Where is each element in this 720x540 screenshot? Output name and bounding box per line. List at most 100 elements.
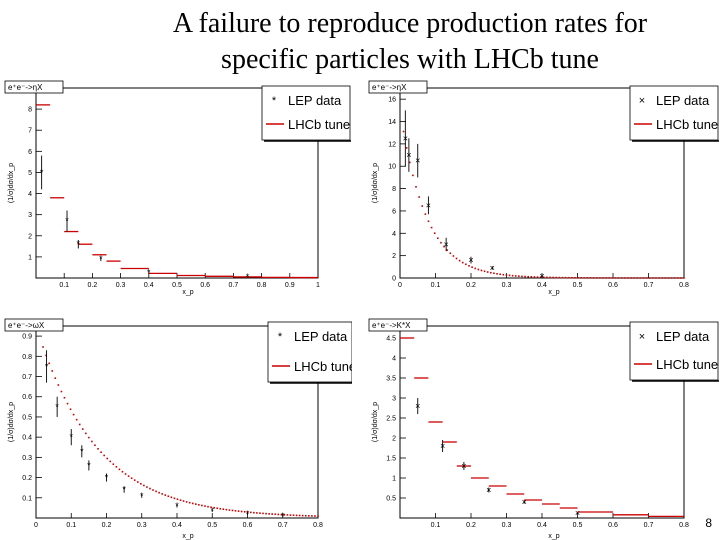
- y-tick-label: 2: [392, 253, 396, 260]
- y-tick-label: 0.9: [22, 334, 32, 341]
- legend-lep-label: LEP data: [656, 329, 710, 344]
- channel-tag-box: [368, 80, 428, 94]
- x-tick-label: 0.6: [608, 282, 618, 289]
- y-tick-label: 3: [392, 396, 396, 403]
- tune-point: [237, 510, 240, 512]
- tune-point: [605, 277, 607, 279]
- tune-point: [158, 491, 160, 494]
- lep-data-point: *: [281, 511, 285, 521]
- tune-point: [483, 270, 486, 273]
- x-tick-label: 0.2: [102, 522, 112, 529]
- tune-point: [518, 275, 520, 277]
- tune-point: [140, 482, 142, 485]
- lep-data-point: *: [77, 239, 81, 249]
- tune-point: [552, 276, 554, 279]
- tune-point: [106, 457, 109, 460]
- tune-point: [271, 513, 273, 515]
- x-tick-label: 0.5: [207, 522, 217, 529]
- tune-point: [149, 487, 151, 490]
- x-tick-label: 0.1: [431, 282, 441, 289]
- tune-point: [283, 513, 286, 516]
- tune-point: [424, 213, 427, 215]
- tune-point: [57, 384, 60, 386]
- tune-point: [527, 275, 529, 278]
- y-tick-label: 3.5: [386, 376, 396, 383]
- x-tick-label: 0.4: [144, 282, 154, 289]
- tune-point: [505, 274, 508, 276]
- y-tick-label: 0.5: [22, 414, 32, 421]
- y-tick-label: 5: [28, 170, 32, 177]
- legend-tune-label: LHCb tune: [294, 359, 352, 374]
- tune-point: [530, 276, 533, 278]
- y-axis-label: (1/σ)dσ/dx_p: [8, 402, 15, 442]
- y-tick-label: 0.5: [386, 496, 396, 503]
- tune-point: [440, 241, 442, 244]
- legend-box: [267, 321, 352, 383]
- tune-point: [639, 277, 642, 279]
- tune-point: [234, 509, 237, 512]
- tune-point: [195, 503, 197, 505]
- x-tick-label: 0.5: [172, 282, 182, 289]
- tune-point: [412, 174, 414, 177]
- y-tick-label: 0: [392, 276, 396, 283]
- tune-point: [539, 276, 542, 279]
- tune-point: [292, 514, 295, 517]
- channel-tag: e⁺e⁻->ωX: [8, 321, 45, 330]
- slide-title: A failure to reproduce production rates …: [60, 6, 720, 78]
- tune-point: [608, 277, 611, 279]
- y-tick-label: 0.4: [22, 435, 32, 442]
- tune-point: [179, 499, 182, 501]
- tune-point: [198, 504, 200, 506]
- legend-lep-marker: *: [278, 331, 283, 343]
- tune-point: [611, 277, 614, 279]
- y-tick-label: 12: [388, 141, 396, 148]
- tune-point: [499, 273, 501, 276]
- tune-point: [555, 276, 558, 279]
- lep-data-point: ×: [539, 271, 544, 281]
- x-tick-label: 0: [398, 282, 402, 289]
- tune-point: [66, 402, 69, 405]
- tune-point: [191, 502, 194, 505]
- tune-point: [617, 277, 620, 279]
- y-tick-label: 2: [392, 436, 396, 443]
- tune-point: [421, 205, 424, 207]
- y-tick-label: 14: [388, 119, 396, 126]
- legend-box: [261, 85, 351, 141]
- y-tick-label: 4: [392, 356, 396, 363]
- tune-point: [437, 237, 439, 240]
- channel-tag-box: [4, 80, 64, 94]
- y-tick-label: 10: [388, 164, 396, 171]
- tune-point: [216, 507, 218, 510]
- lep-data-point: ×: [575, 508, 580, 518]
- lep-data-point: ×: [522, 497, 527, 507]
- chart-omega-panel: 0 0.1 0.2 0.3 0.4 0.5 0.6 0.7 0.8 0.1 0.2 0.3 0.4 0.5…: [4, 318, 352, 540]
- y-tick-label: 4: [28, 191, 32, 198]
- y-tick-label: 0.6: [22, 394, 32, 401]
- channel-tag: e⁺e⁻->K*X: [372, 321, 411, 330]
- tune-point: [72, 413, 75, 416]
- tune-point: [75, 418, 78, 421]
- y-tick-label: 2: [28, 233, 32, 240]
- tune-point: [63, 396, 66, 399]
- tune-point: [446, 249, 448, 251]
- y-tick-label: 2.5: [386, 416, 396, 423]
- tune-point: [546, 276, 548, 279]
- tune-point: [542, 276, 545, 279]
- tune-point: [143, 484, 145, 487]
- tune-point: [577, 277, 579, 279]
- tune-point: [243, 511, 246, 513]
- tune-point: [78, 423, 81, 426]
- y-axis-label: (1/σ)dσ/dx_p: [372, 163, 379, 203]
- tune-point: [317, 515, 319, 517]
- legend-lep-marker: *: [272, 95, 277, 107]
- tune-point: [623, 277, 626, 279]
- x-axis-label: x_p: [548, 533, 559, 540]
- x-tick-label: 0.3: [502, 282, 512, 289]
- tune-point: [225, 508, 228, 511]
- tune-point: [683, 277, 685, 279]
- lep-data-point: *: [40, 167, 44, 177]
- tune-point: [633, 277, 635, 279]
- tune-point: [661, 277, 663, 279]
- tune-point: [100, 451, 102, 454]
- tune-point: [664, 277, 667, 279]
